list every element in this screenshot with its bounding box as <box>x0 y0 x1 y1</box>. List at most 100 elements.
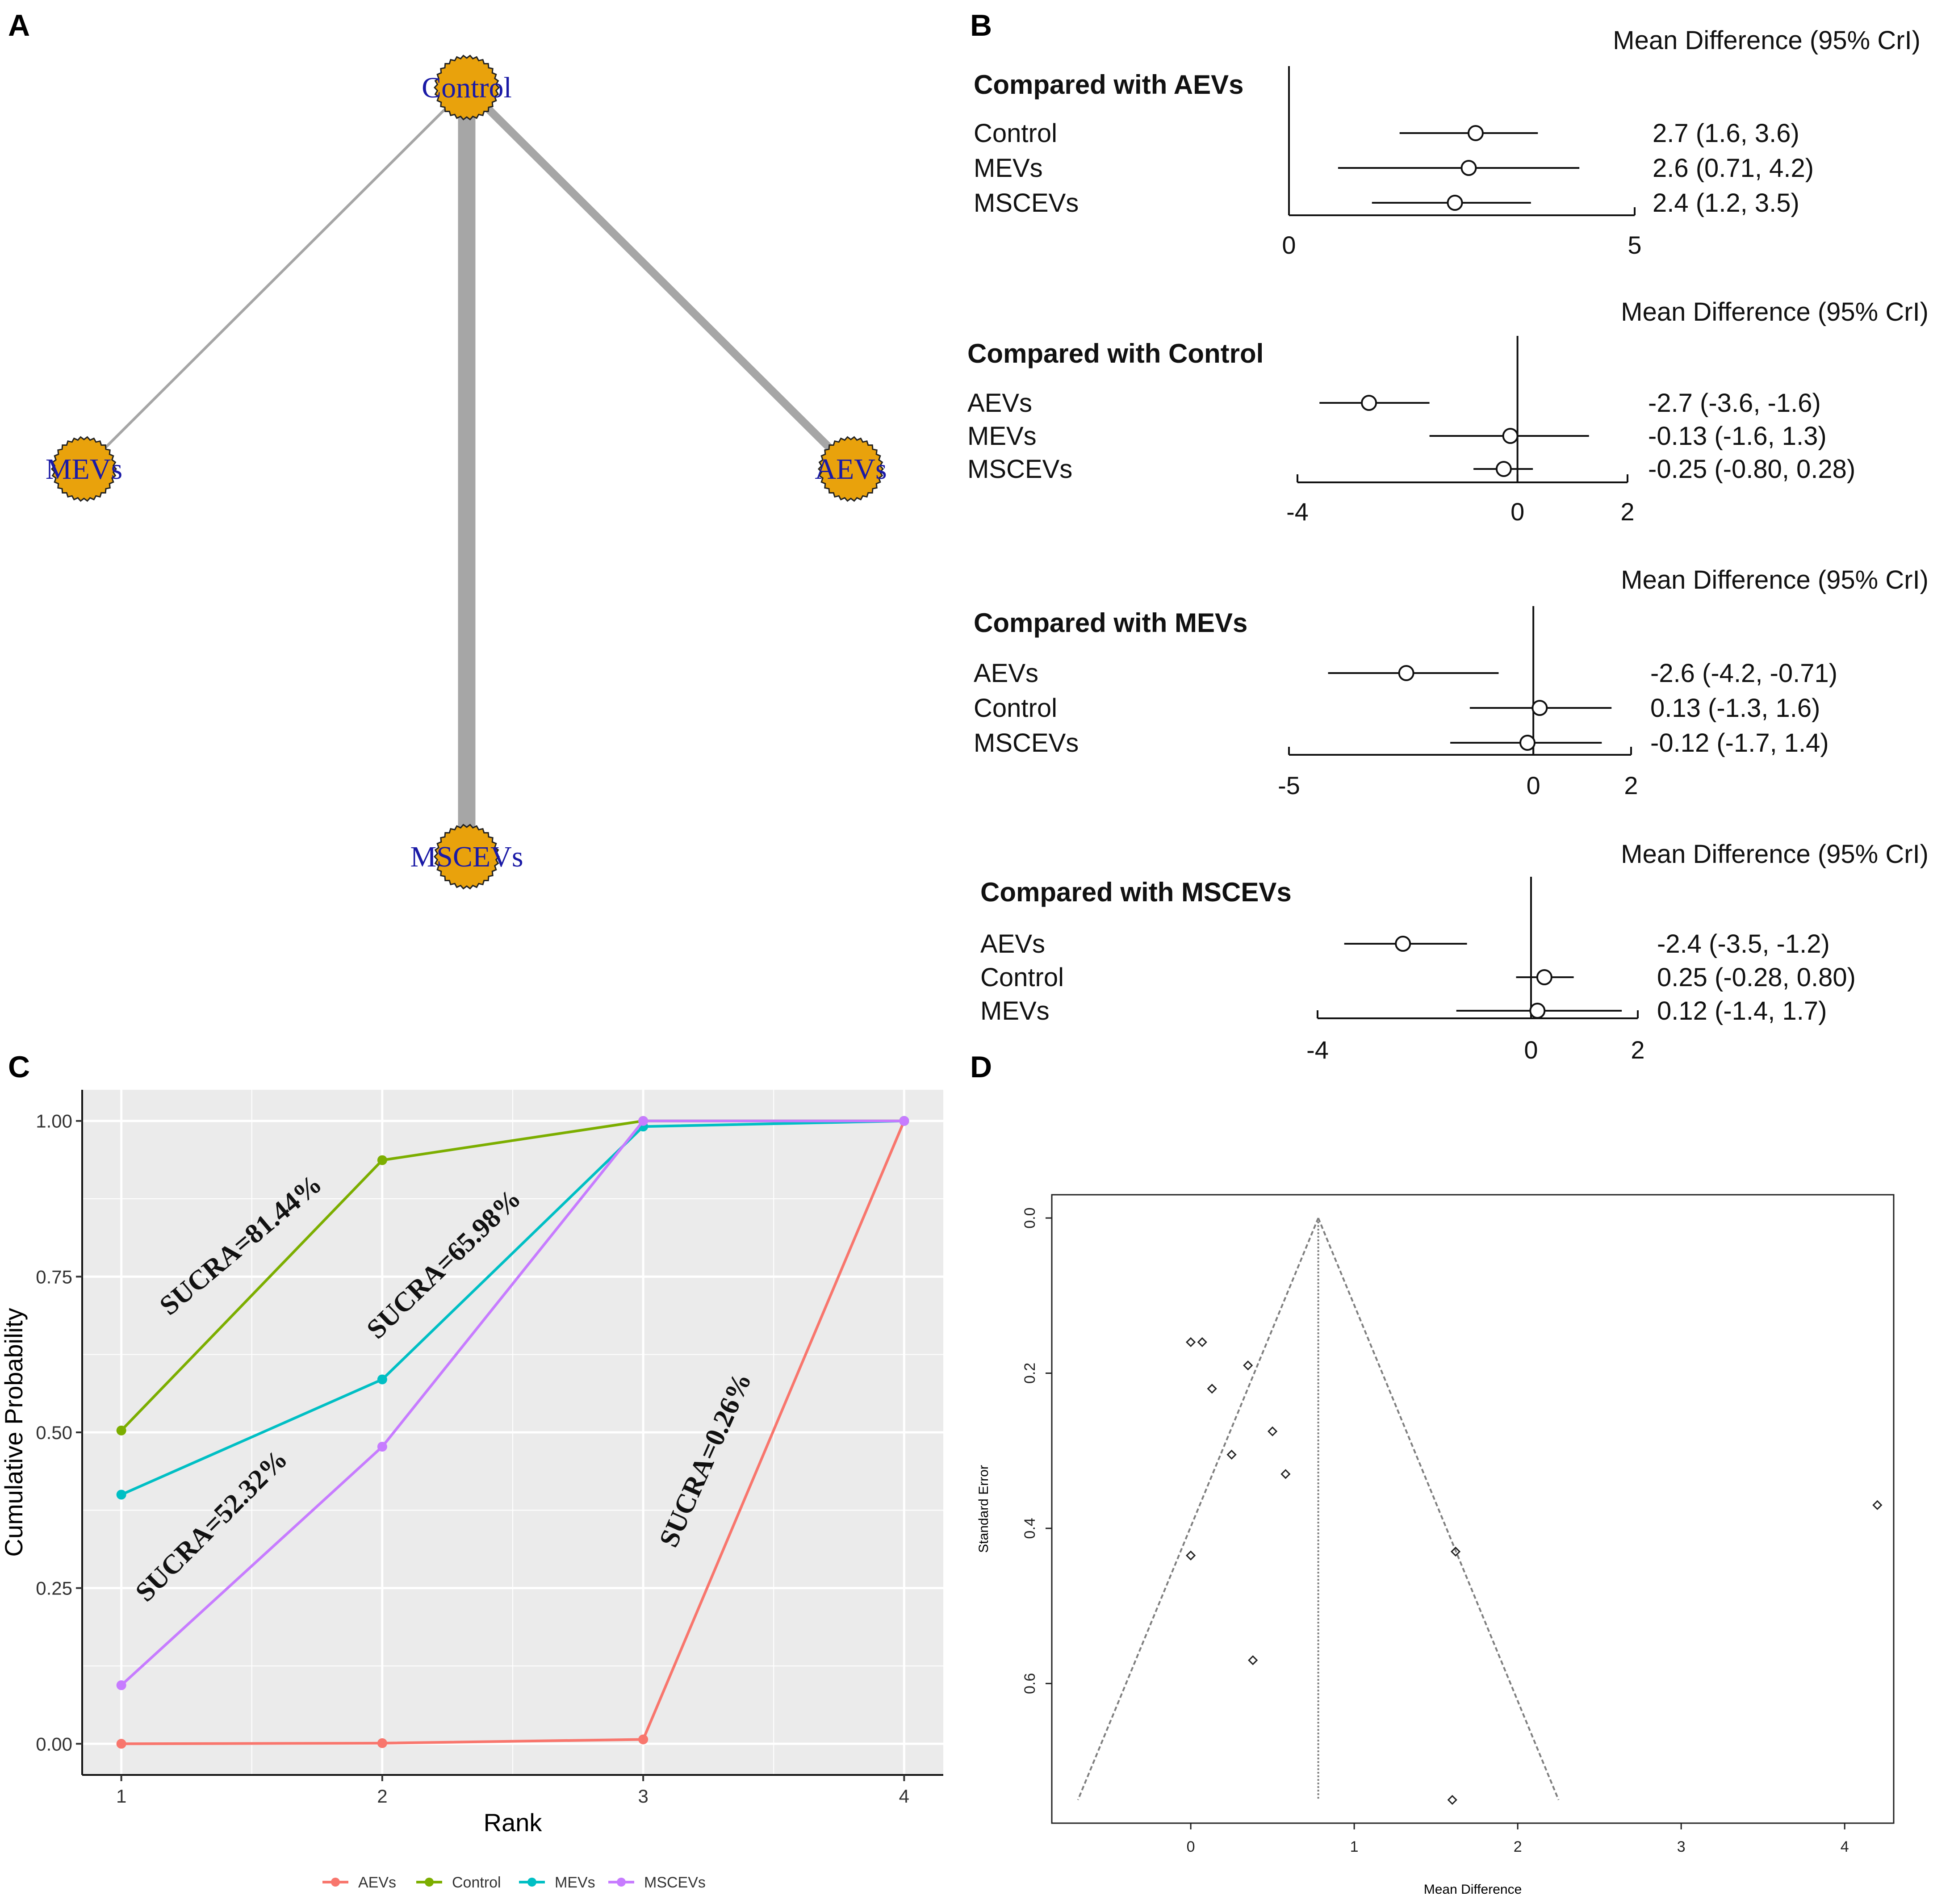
legend-label: Control <box>452 1874 501 1891</box>
row-label: AEVs <box>974 659 1038 688</box>
cumulative-ranking-chart: SUCRA=81.44% SUCRA=65.98%SUCRA=52.32% SUCR… <box>0 1090 943 1891</box>
node-mscevs <box>433 824 500 890</box>
axes: 0.00 0.25 0.50 0.75 1.00 1 2 3 4 <box>36 1090 943 1807</box>
row-label: MEVs <box>980 996 1050 1025</box>
x-tick-label: 0 <box>1510 498 1524 526</box>
study-point <box>1226 1449 1237 1460</box>
row-label: MEVs <box>967 422 1037 451</box>
node-control <box>433 54 500 121</box>
data-point-mevs <box>377 1374 387 1385</box>
data-point-aevs <box>116 1739 126 1749</box>
legend-key-point <box>425 1878 434 1887</box>
forest-title: Compared with MEVs <box>974 608 1247 638</box>
point-estimate <box>1460 160 1477 176</box>
x-axis-label: Rank <box>484 1808 543 1837</box>
row-estimate-text: -0.13 (-1.6, 1.3) <box>1648 422 1827 451</box>
forest-title: Compared with MSCEVs <box>980 877 1292 907</box>
y-tick-label: 1.00 <box>36 1111 72 1132</box>
node-mevs <box>50 436 117 502</box>
panel-letter-c: C <box>8 1050 30 1084</box>
study-point <box>1268 1426 1278 1436</box>
x-tick-label: 2 <box>1514 1838 1522 1855</box>
data-point-aevs <box>638 1734 649 1745</box>
study-point <box>1243 1360 1253 1371</box>
x-tick-label: 5 <box>1628 231 1641 259</box>
forest-header: Mean Difference (95% CrI) <box>1621 565 1929 594</box>
x-tick-label: 2 <box>1620 498 1634 526</box>
legend-key-point <box>331 1878 340 1887</box>
forest-group: Mean Difference (95% CrI) Compared with A… <box>974 26 1920 259</box>
row-label: MSCEVs <box>974 188 1079 218</box>
data-point-control <box>377 1155 387 1165</box>
forest-group: Mean Difference (95% CrI) Compared with C… <box>967 297 1929 526</box>
row-estimate-text: -2.6 (-4.2, -0.71) <box>1650 659 1837 688</box>
row-estimate-text: -0.25 (-0.80, 0.28) <box>1648 455 1855 484</box>
y-tick-label: 0.75 <box>36 1266 72 1287</box>
x-tick-label: 0 <box>1524 1036 1538 1064</box>
y-tick-label: 0.0 <box>1021 1207 1038 1228</box>
x-tick-label: 1 <box>116 1786 126 1807</box>
row-label: MSCEVs <box>974 728 1079 757</box>
x-tick-label: -5 <box>1278 771 1300 799</box>
row-estimate-text: 2.4 (1.2, 3.5) <box>1653 188 1799 218</box>
x-tick-label: 1 <box>1350 1838 1359 1855</box>
panel-letter-a: A <box>8 8 30 42</box>
row-label: MSCEVs <box>967 455 1072 484</box>
x-tick-label: 0 <box>1527 771 1540 799</box>
node-label-mevs: MEVs <box>46 453 122 485</box>
edge-control-mevs <box>83 86 468 470</box>
series-line-aevs <box>121 1120 906 1745</box>
study-points <box>1185 1337 1883 1805</box>
y-tick-label: 0.6 <box>1021 1673 1038 1694</box>
data-point-aevs <box>377 1738 387 1748</box>
row-label: Control <box>980 963 1064 992</box>
node-label-control: Control <box>422 71 512 104</box>
funnel-right-limit <box>1317 1218 1560 1800</box>
point-estimate <box>1447 195 1463 211</box>
y-tick-label: 0.25 <box>36 1578 72 1599</box>
point-estimate <box>1529 1003 1546 1019</box>
point-estimate <box>1361 395 1377 411</box>
network-nodes: Control MEVs AEVs MSCEVs <box>46 54 887 890</box>
network-plot: Control MEVs AEVs MSCEVs <box>46 54 887 890</box>
data-point-control <box>116 1425 126 1435</box>
point-estimate <box>1519 735 1536 751</box>
forest-header: Mean Difference (95% CrI) <box>1613 26 1920 55</box>
x-tick-label: 4 <box>1841 1838 1849 1855</box>
axes: 0 1 2 3 4 0.0 0.2 0.4 0.6 <box>1021 1207 1849 1855</box>
funnel-lines <box>1077 1218 1560 1800</box>
point-estimate <box>1536 969 1552 985</box>
node-label-mscevs: MSCEVs <box>410 841 523 873</box>
study-point <box>1248 1655 1258 1665</box>
row-estimate-text: 2.6 (0.71, 4.2) <box>1653 154 1814 183</box>
x-tick-label: -4 <box>1306 1036 1329 1064</box>
study-point <box>1207 1384 1217 1394</box>
x-axis-label: Mean Difference <box>1424 1882 1522 1897</box>
study-point <box>1185 1337 1196 1347</box>
y-tick-label: 0.4 <box>1021 1518 1038 1539</box>
point-estimate <box>1398 665 1414 681</box>
data-point-mscevs <box>899 1116 909 1126</box>
data-point-mevs <box>116 1490 126 1500</box>
row-label: AEVs <box>980 929 1045 958</box>
panel-letter-b: B <box>970 8 992 42</box>
y-tick-label: 0.50 <box>36 1422 72 1443</box>
x-tick-label: 0 <box>1282 231 1296 259</box>
series-line-mevs <box>121 1119 904 1496</box>
forest-header: Mean Difference (95% CrI) <box>1621 297 1929 326</box>
row-estimate-text: 2.7 (1.6, 3.6) <box>1653 119 1799 148</box>
point-estimate <box>1502 428 1519 444</box>
point-estimate <box>1395 936 1411 952</box>
row-label: AEVs <box>967 389 1032 418</box>
point-estimate <box>1495 461 1512 477</box>
row-estimate-text: -2.7 (-3.6, -1.6) <box>1648 389 1821 418</box>
edge-control-aevs <box>464 84 854 472</box>
x-tick-label: 3 <box>638 1786 648 1807</box>
legend-key-point <box>617 1878 626 1887</box>
legend: AEVs Control MEVs MSCEVs <box>322 1874 706 1891</box>
row-estimate-text: -0.12 (-1.7, 1.4) <box>1650 728 1829 757</box>
legend-label: MSCEVs <box>644 1874 706 1891</box>
data-point-mscevs <box>116 1680 126 1691</box>
study-point <box>1447 1795 1457 1805</box>
row-estimate-text: -2.4 (-3.5, -1.2) <box>1657 929 1830 958</box>
